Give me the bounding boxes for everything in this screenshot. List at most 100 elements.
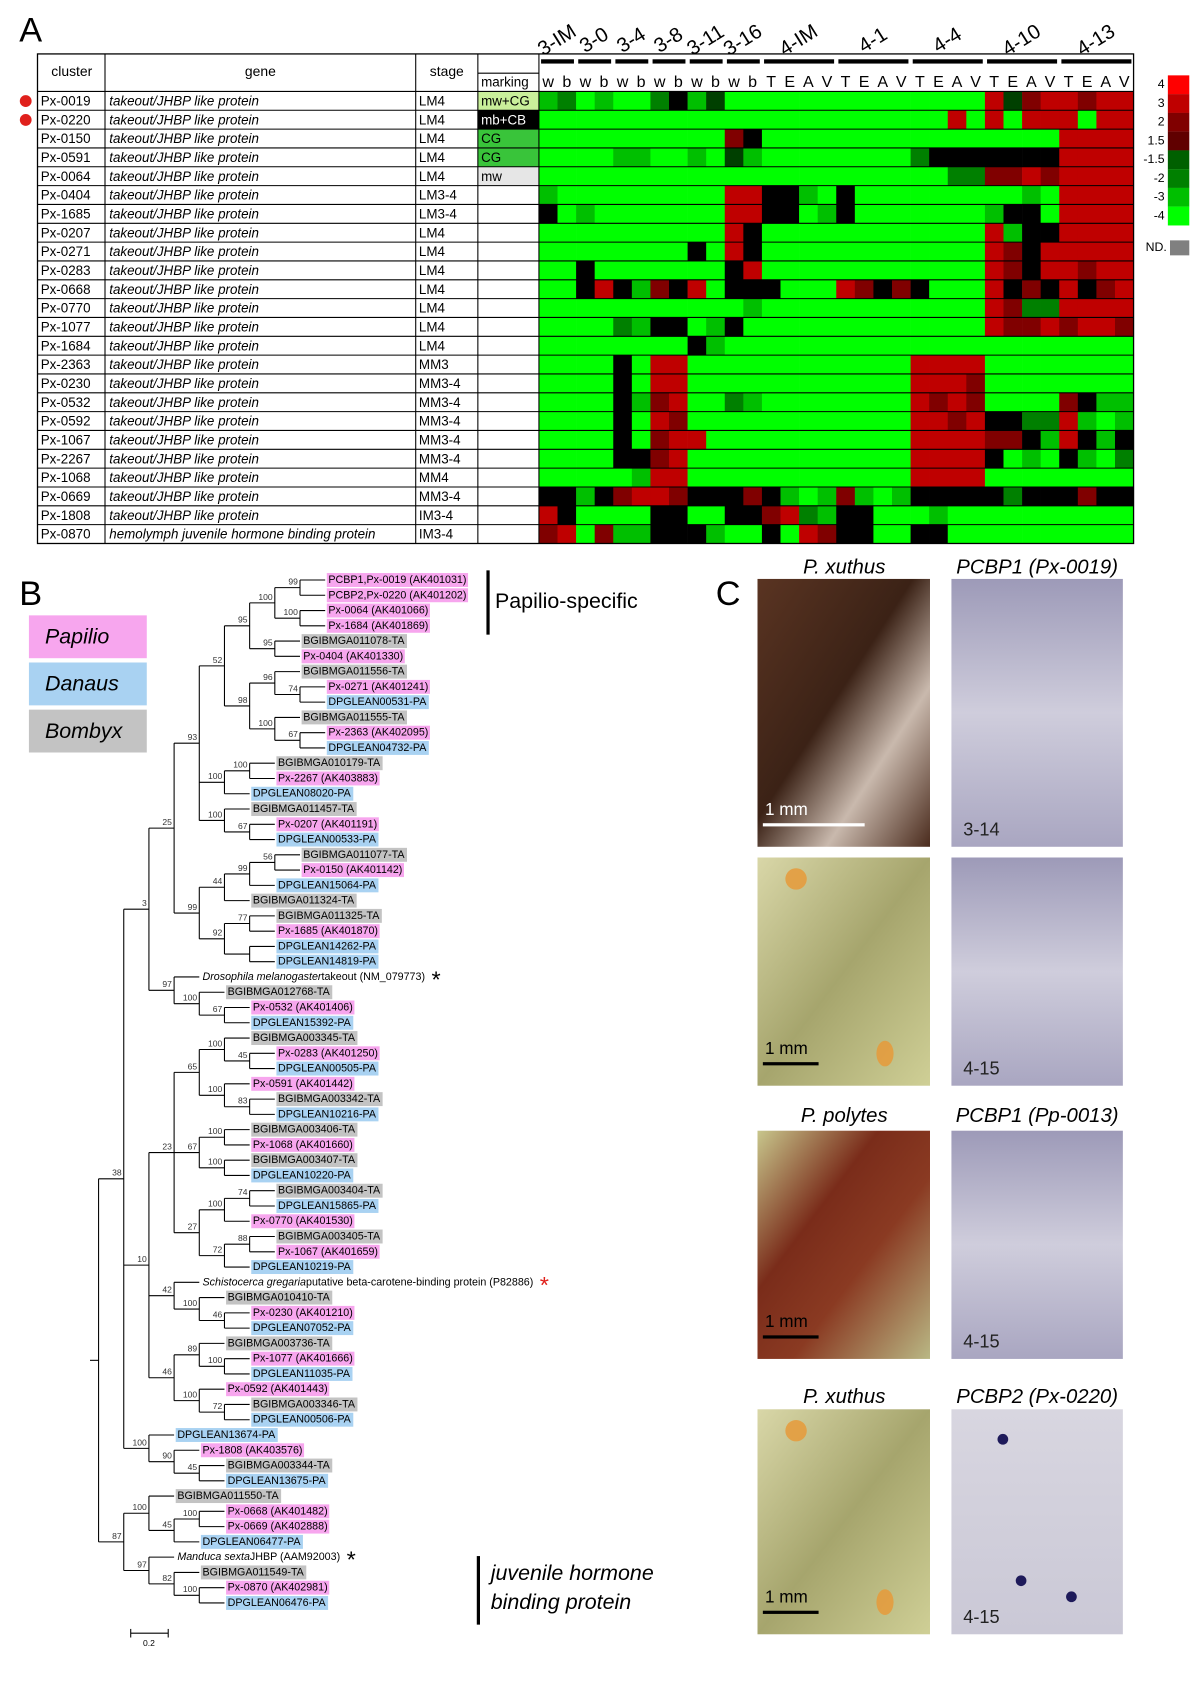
heatmap-cell [929, 204, 949, 224]
heatmap-cell [1096, 166, 1116, 186]
bootstrap: 97 [162, 979, 172, 989]
cluster-id: Px-0019 [41, 93, 91, 108]
heatmap-cell [706, 260, 726, 281]
heatmap-cell [761, 279, 781, 299]
panel-label: A [19, 12, 42, 50]
heatmap-cell [761, 298, 781, 318]
heatmap-cell [669, 373, 688, 394]
asterisk: * [431, 966, 440, 992]
heatmap-cell [761, 449, 781, 469]
heatmap-cell [817, 129, 837, 149]
heatmap-cell [873, 505, 893, 525]
heatmap-cell [891, 147, 911, 168]
cluster-id: Px-0591 [41, 150, 91, 165]
heatmap-cell [910, 147, 930, 168]
heatmap-cell [724, 129, 744, 149]
bootstrap: 87 [112, 1531, 122, 1541]
scale-bar-label: 0.2 [143, 1638, 155, 1648]
column-letter: A [952, 73, 963, 91]
heatmap-cell [557, 204, 577, 224]
bootstrap: 82 [162, 1573, 172, 1583]
heatmap-cell [799, 524, 818, 544]
leaf-name: BGIBMGA003404-TA [278, 1185, 381, 1197]
heatmap-cell [984, 336, 1004, 356]
heatmap-cell [687, 147, 707, 168]
marker-dot [19, 95, 32, 107]
heatmap-cell [817, 373, 837, 394]
leaf-label: PCBP1,Px-0019 (AK401031) [328, 574, 466, 586]
heatmap-cell [817, 204, 837, 224]
heatmap-cell [706, 505, 726, 525]
group-label: 3-0 [576, 23, 613, 57]
heatmap-cell [761, 129, 781, 149]
heatmap-cell [1114, 486, 1134, 507]
color-scale-swatch [1167, 187, 1190, 207]
heatmap-cell [854, 373, 874, 394]
leaf-highlight [251, 1351, 355, 1366]
leaf-label: BGIBMGA011077-TA [303, 849, 405, 861]
scale-label: 1 mm [765, 1586, 808, 1606]
heatmap-cell [613, 505, 633, 525]
leaf-name: DPGLEAN15865-PA [278, 1200, 377, 1212]
gene-name: takeout/JHBP like protein [109, 319, 259, 334]
heatmap-cell [873, 468, 893, 488]
leaf-name: PCBP2,Px-0220 (AK401202) [328, 589, 466, 601]
heatmap-cell [557, 449, 577, 469]
heatmap-cell [631, 373, 651, 394]
leaf-name: DPGLEAN08020-PA [253, 788, 352, 800]
heatmap-cell [1003, 185, 1023, 205]
leaf-highlight [251, 786, 354, 801]
asterisk: * [347, 1547, 356, 1573]
heatmap-cell [1003, 242, 1023, 262]
heatmap-cell [873, 260, 893, 281]
heatmap-cell [669, 449, 688, 469]
bootstrap: 74 [238, 1187, 248, 1197]
heatmap-cell [687, 317, 707, 337]
heatmap-cell [1040, 317, 1060, 337]
leaf-label: DPGLEAN08020-PA [253, 788, 352, 800]
heatmap-cell [947, 505, 967, 525]
heatmap-cell [743, 223, 763, 243]
heatmap-cell [1096, 260, 1116, 281]
heatmap-cell [594, 110, 614, 130]
heatmap-cell [557, 355, 577, 375]
heatmap-cell [891, 524, 911, 544]
heatmap-cell [910, 260, 930, 281]
heatmap-cell [706, 279, 726, 299]
leaf-highlight [175, 1489, 282, 1504]
color-scale-swatch [1167, 131, 1190, 151]
heatmap-cell [1114, 468, 1134, 488]
heatmap-cell [743, 260, 763, 281]
heatmap-cell [947, 279, 967, 299]
leaf-highlight [276, 1061, 379, 1076]
column-header: gene [245, 63, 276, 79]
heatmap-cell [947, 317, 967, 337]
bootstrap: 88 [238, 1233, 248, 1243]
bootstrap: 44 [213, 876, 223, 886]
heatmap-cell [817, 242, 837, 262]
leaf-highlight [251, 1214, 355, 1229]
heatmap-cell [576, 355, 595, 375]
heatmap-cell [631, 298, 651, 318]
leaf-name: BGIBMGA012768-TA [228, 986, 331, 998]
heatmap-cell [1059, 166, 1079, 186]
heatmap-cell [836, 91, 856, 111]
heatmap-cell [1059, 430, 1079, 450]
heatmap-cell [817, 147, 837, 168]
heatmap-cell [687, 505, 707, 525]
color-scale-swatch [1167, 206, 1190, 226]
cluster-id: Px-0770 [41, 301, 91, 316]
heatmap-cell [929, 166, 949, 186]
heatmap-cell [836, 298, 856, 318]
heatmap-cell [836, 110, 856, 130]
leaf-highlight [200, 1443, 305, 1458]
heatmap-cell [854, 260, 874, 281]
heatmap-cell [984, 373, 1004, 394]
heatmap-cell [538, 185, 558, 205]
heatmap-cell [1077, 524, 1097, 544]
heatmap-cell [761, 373, 781, 394]
stage: MM3-4 [419, 432, 461, 447]
heatmap-cell [1077, 430, 1097, 450]
heatmap-cell [576, 91, 595, 111]
heatmap-cell [984, 392, 1004, 412]
